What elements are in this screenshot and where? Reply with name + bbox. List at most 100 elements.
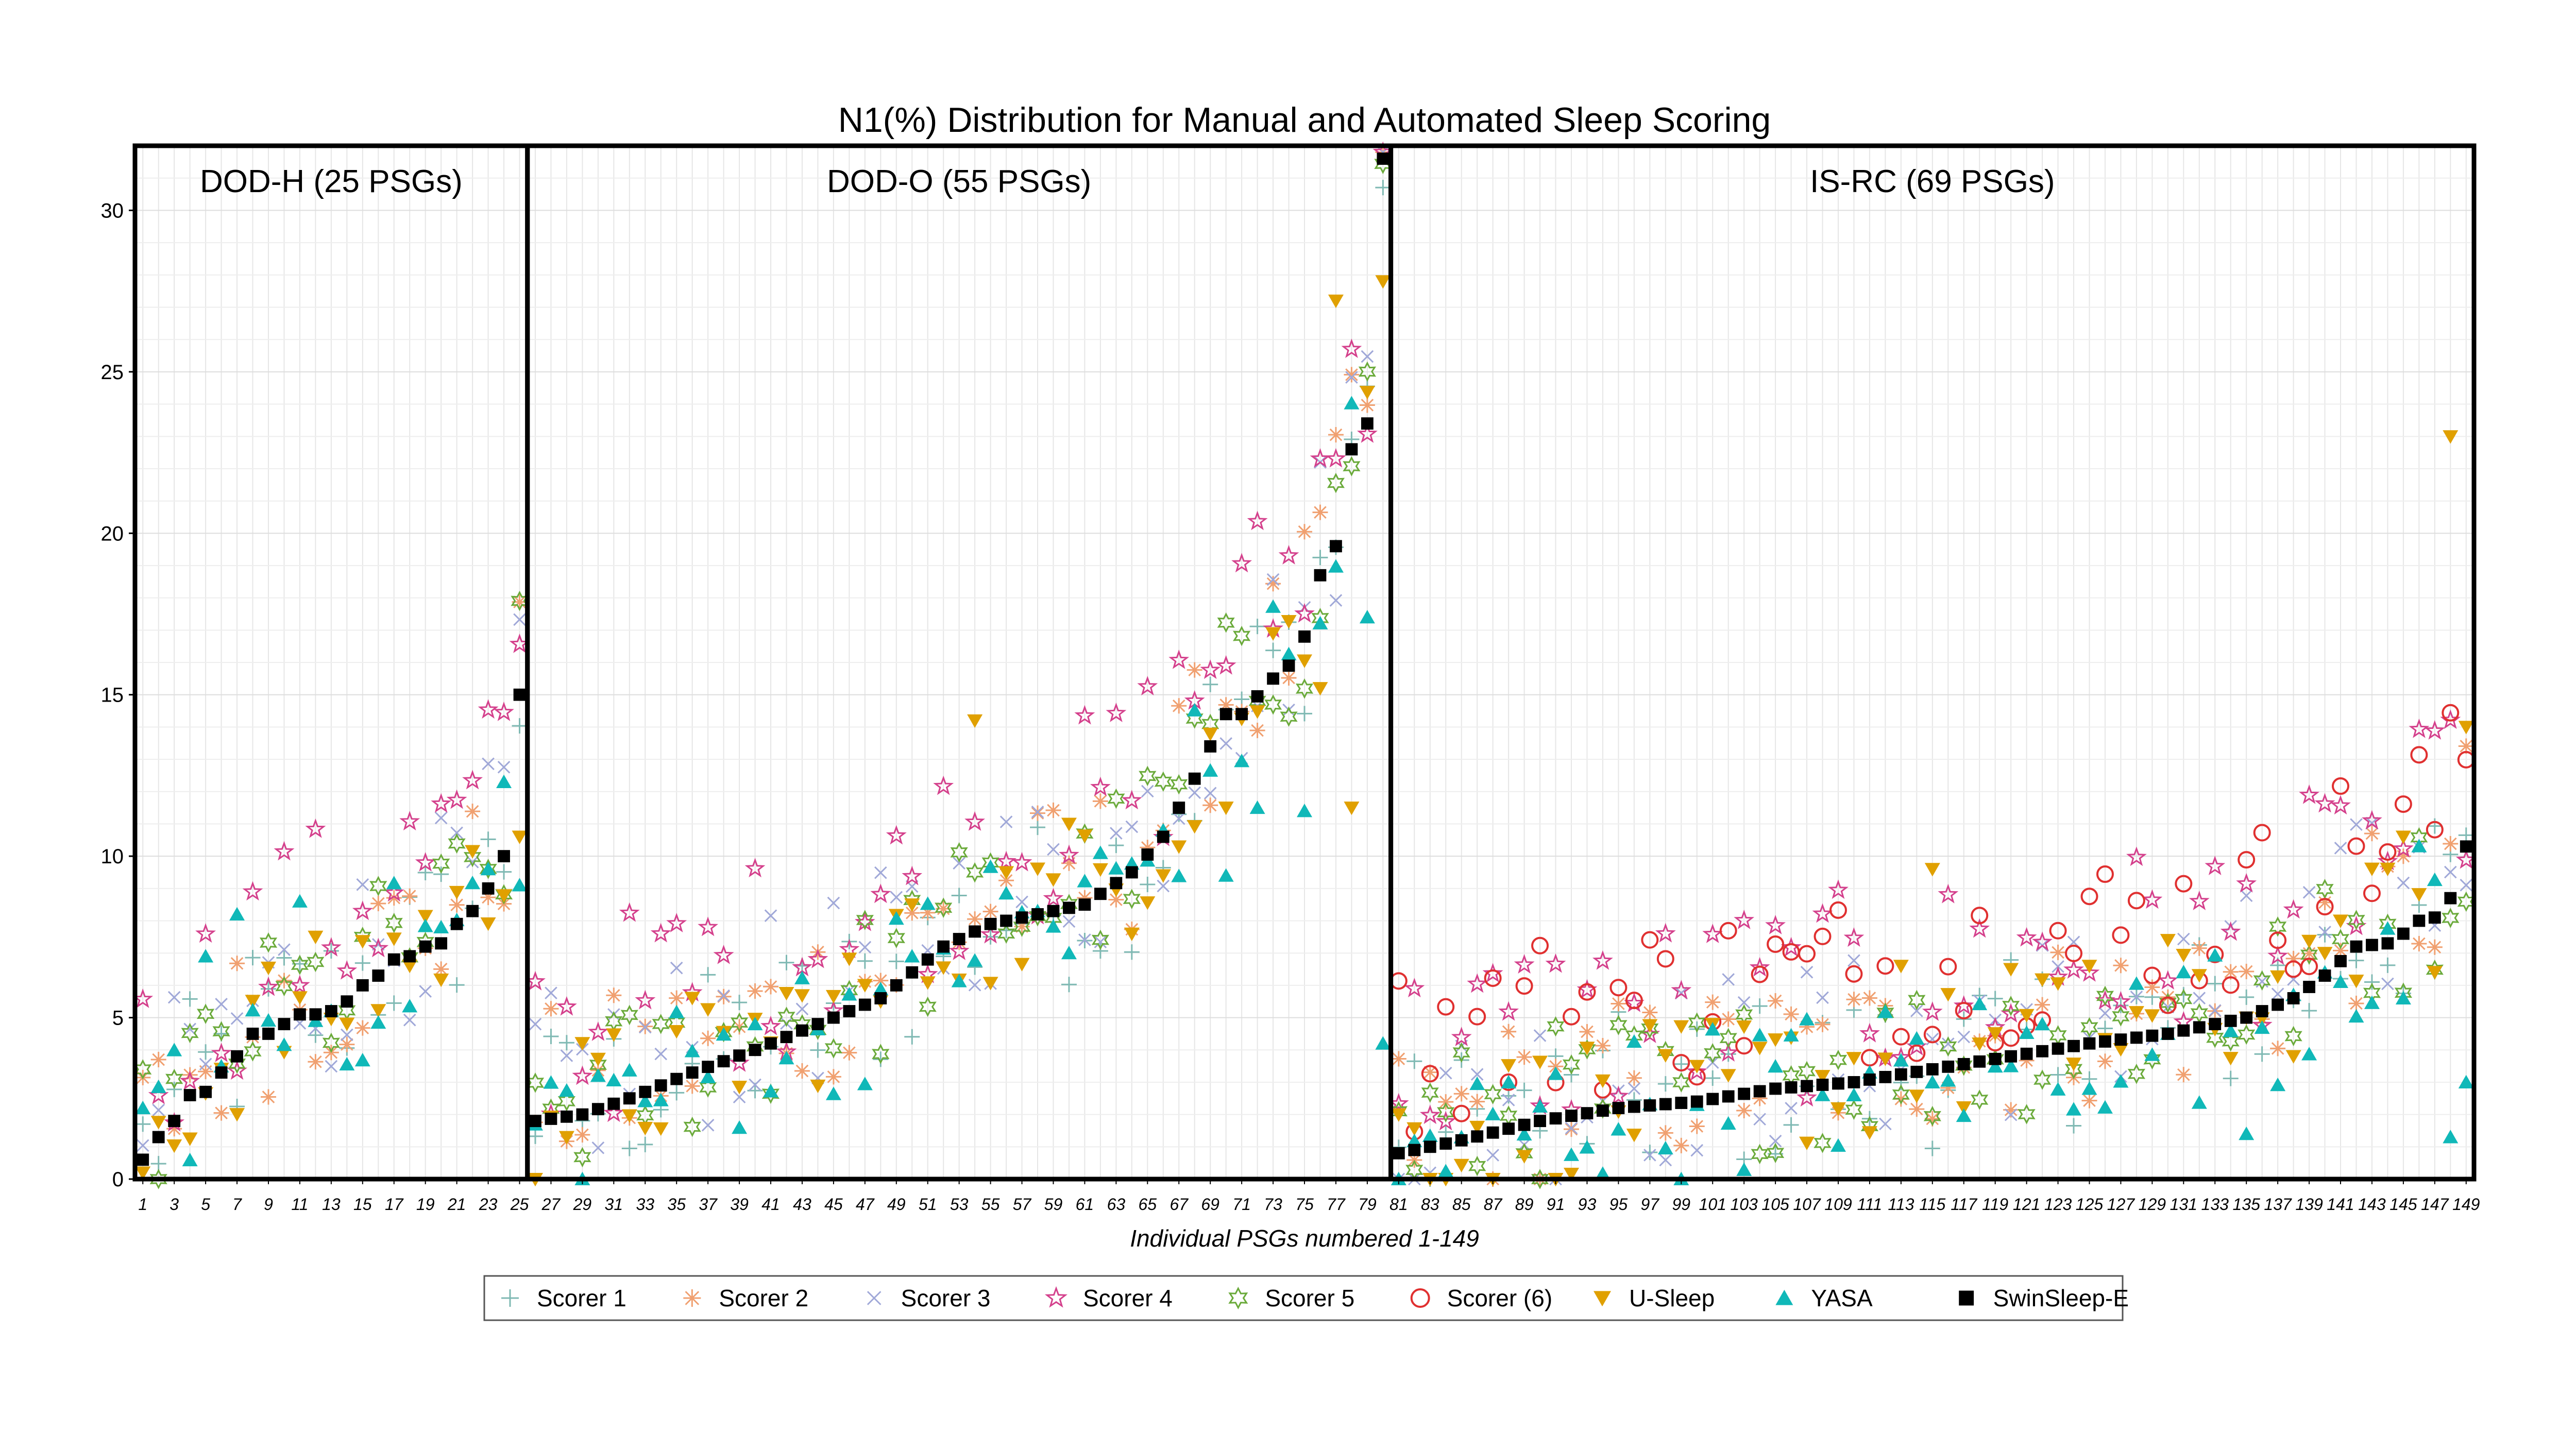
data-point xyxy=(576,1108,589,1121)
data-point xyxy=(383,882,404,902)
legend-marker xyxy=(683,1289,701,1307)
data-point xyxy=(466,905,479,917)
data-point xyxy=(1045,873,1061,887)
data-point xyxy=(166,1139,182,1153)
data-point xyxy=(1626,1129,1642,1143)
data-point xyxy=(998,866,1014,880)
data-point xyxy=(1562,1008,1580,1026)
data-point xyxy=(2409,718,2430,738)
data-point xyxy=(1406,1122,1422,1136)
data-point xyxy=(1879,1117,1892,1131)
data-point xyxy=(2080,1017,2098,1038)
data-point xyxy=(529,1115,541,1128)
data-point xyxy=(1328,427,1344,443)
x-tick-label: 103 xyxy=(1730,1195,1758,1214)
data-point xyxy=(1861,990,1877,1006)
data-point xyxy=(1282,659,1295,672)
data-point xyxy=(1232,625,1251,646)
data-point xyxy=(2020,1047,2033,1060)
data-point xyxy=(1987,1059,2003,1073)
data-point xyxy=(545,1113,557,1125)
data-point xyxy=(1846,1052,1862,1066)
data-point xyxy=(2270,1078,2286,1092)
data-point xyxy=(2411,888,2427,902)
data-point xyxy=(1859,1022,1880,1043)
data-point xyxy=(1014,958,1030,971)
data-point xyxy=(1736,1020,1752,1034)
data-point xyxy=(635,990,656,1010)
data-point xyxy=(2223,1070,2239,1086)
data-point xyxy=(1435,1111,1456,1131)
data-point xyxy=(2380,921,2396,935)
data-point xyxy=(1597,1104,1609,1117)
data-point xyxy=(1815,1016,1831,1032)
data-point xyxy=(2144,1009,2160,1023)
data-point xyxy=(1892,1028,1910,1046)
data-point xyxy=(2127,1064,2146,1084)
data-point xyxy=(1848,954,1860,967)
data-point xyxy=(1297,524,1312,540)
data-point xyxy=(278,943,291,956)
data-point xyxy=(1923,1026,1941,1044)
data-point xyxy=(1547,1016,1565,1037)
data-point xyxy=(2112,926,2130,944)
data-point xyxy=(1953,995,1974,1015)
data-point xyxy=(1531,1169,1549,1189)
data-point xyxy=(399,811,420,831)
data-point xyxy=(356,979,369,992)
data-point xyxy=(368,937,389,958)
data-point xyxy=(1280,706,1298,727)
data-point xyxy=(2397,876,2410,890)
data-point xyxy=(1752,998,1768,1014)
data-point xyxy=(386,876,402,890)
data-point xyxy=(259,932,278,953)
data-point xyxy=(1485,1106,1501,1120)
data-point xyxy=(982,929,998,945)
data-point xyxy=(2160,934,2176,948)
legend-label: Scorer 4 xyxy=(1083,1285,1173,1311)
data-point xyxy=(1894,1068,1907,1081)
data-point xyxy=(950,842,968,863)
data-point xyxy=(1768,993,1784,1009)
data-point xyxy=(2096,985,2114,1007)
data-point xyxy=(1549,1112,1562,1125)
data-point xyxy=(1738,1087,1751,1100)
data-point xyxy=(305,818,326,838)
data-point xyxy=(1815,1070,1831,1084)
data-point xyxy=(1940,1080,1956,1096)
x-tick-label: 87 xyxy=(1484,1195,1503,1214)
data-point xyxy=(888,953,904,969)
data-point xyxy=(135,1116,151,1132)
data-point xyxy=(1657,1076,1673,1092)
data-point xyxy=(1720,1069,1736,1083)
data-point xyxy=(1686,1061,1707,1081)
data-point xyxy=(2223,964,2239,980)
data-point xyxy=(2066,1118,2082,1134)
data-point xyxy=(825,990,841,1004)
data-point xyxy=(543,1001,559,1017)
data-point xyxy=(1264,694,1282,715)
data-point xyxy=(417,918,433,932)
data-point xyxy=(1121,790,1142,810)
data-point xyxy=(574,1127,590,1143)
legend-box xyxy=(483,1275,2124,1321)
data-point xyxy=(1973,1055,1986,1068)
data-point xyxy=(2112,1006,2130,1027)
data-point xyxy=(1720,1116,1736,1130)
data-point xyxy=(1202,676,1218,692)
data-point xyxy=(1814,1133,1832,1153)
data-point xyxy=(230,1012,244,1025)
data-point xyxy=(1361,417,1374,430)
data-point xyxy=(1266,573,1280,586)
data-point xyxy=(621,1063,637,1077)
data-point xyxy=(1094,935,1107,948)
data-point xyxy=(637,1094,653,1107)
data-point xyxy=(289,975,310,995)
data-point xyxy=(1595,1037,1611,1053)
legend-item: Scorer 4 xyxy=(1045,1285,1173,1311)
data-point xyxy=(1926,1063,1939,1076)
data-point xyxy=(2036,1045,2048,1058)
legend-label: Scorer 1 xyxy=(537,1285,626,1311)
data-point xyxy=(2364,826,2380,842)
